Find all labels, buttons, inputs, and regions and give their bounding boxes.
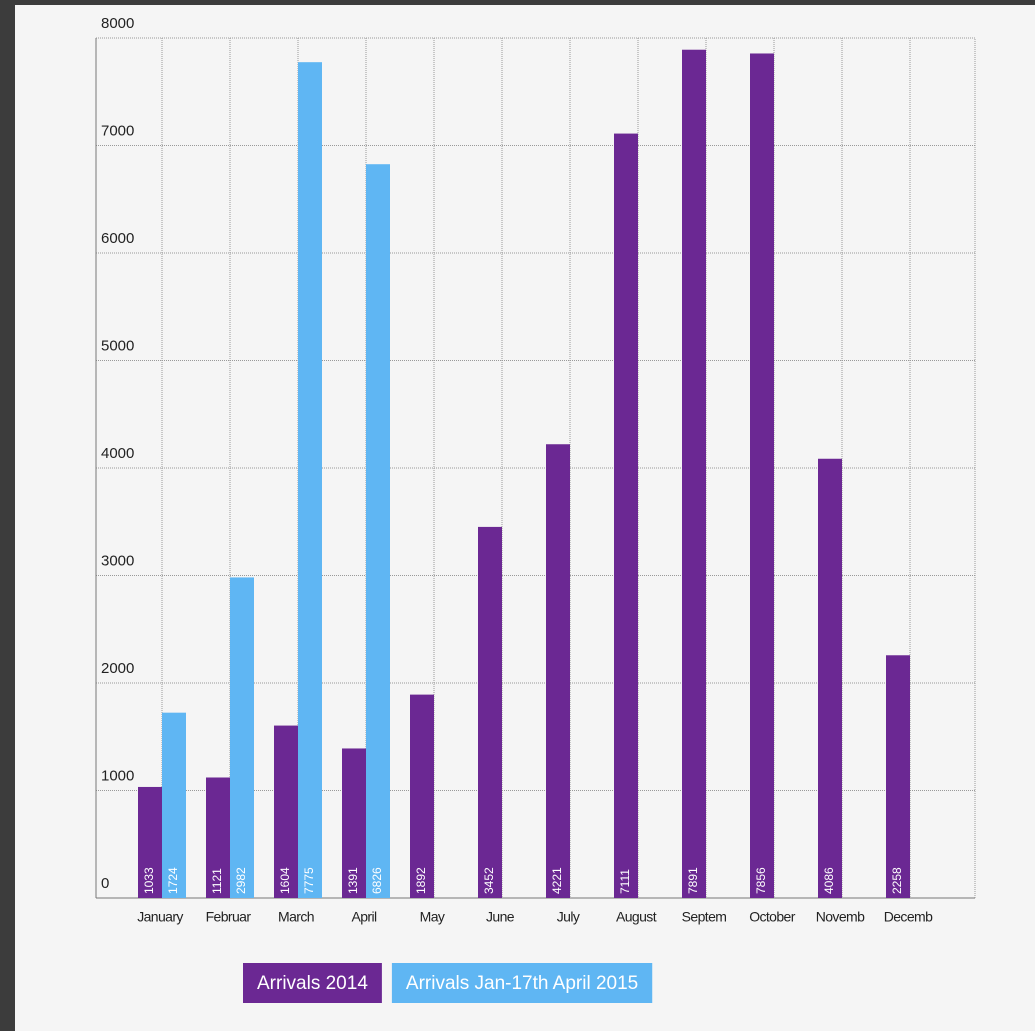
bar: [162, 712, 186, 898]
legend-label: Arrivals Jan-17th April 2015: [406, 973, 638, 994]
x-tick-label: June: [486, 909, 515, 925]
legend-label: Arrivals 2014: [257, 973, 368, 994]
bar: [818, 458, 842, 898]
x-tick-label: Novemb: [816, 909, 865, 925]
x-tick-label: March: [278, 909, 314, 925]
value-label: 2982: [234, 867, 248, 894]
x-tick-label: July: [557, 909, 580, 925]
bar: [478, 526, 502, 898]
bar: [546, 444, 570, 898]
y-tick-label: 8000: [101, 15, 134, 32]
value-label: 4221: [550, 867, 564, 894]
y-tick-label: 4000: [101, 445, 134, 462]
legend: Arrivals 2014 Arrivals Jan-17th April 201…: [243, 963, 653, 1003]
bar: [230, 577, 254, 898]
legend-swatch: [391, 963, 653, 1003]
x-tick-label: October: [749, 909, 796, 925]
labels: 0 1000 2000 3000 4000 5000 6000 7000 8000 January…: [101, 15, 934, 925]
x-tick-label: August: [616, 909, 657, 925]
value-label: 1892: [414, 867, 428, 894]
bar: [274, 725, 298, 898]
value-label: 4086: [822, 867, 836, 894]
y-tick-label: 0: [101, 875, 109, 892]
value-label: 1604: [278, 867, 292, 894]
value-label: 3452: [482, 867, 496, 894]
value-label: 2258: [890, 867, 904, 894]
value-label: 1391: [346, 867, 360, 894]
y-tick-label: 2000: [101, 660, 134, 677]
y-tick-label: 5000: [101, 337, 134, 354]
bar: [886, 655, 910, 898]
y-tick-label: 1000: [101, 767, 134, 784]
bar: [342, 748, 366, 898]
value-label: 7111: [618, 869, 632, 894]
bar: [410, 694, 434, 898]
bar: [298, 62, 322, 898]
value-label: 1121: [210, 868, 224, 894]
value-label: 7856: [754, 867, 768, 894]
value-label: 1033: [142, 867, 156, 894]
legend-swatch: [243, 963, 382, 1003]
bar: [750, 53, 774, 899]
value-label: 7775: [302, 867, 316, 894]
bar: [366, 164, 390, 898]
y-tick-label: 7000: [101, 122, 134, 139]
bar: [206, 777, 230, 898]
bar: [614, 133, 638, 898]
value-label: 1724: [166, 867, 180, 894]
x-tick-label: Februar: [206, 909, 252, 925]
x-tick-label: Decemb: [884, 909, 933, 925]
y-tick-label: 6000: [101, 230, 134, 247]
bar: [138, 786, 162, 898]
x-tick-label: January: [137, 909, 183, 925]
bars: [138, 49, 910, 899]
x-tick-label: April: [351, 909, 376, 925]
x-tick-label: Septem: [682, 909, 727, 925]
y-tick-label: 3000: [101, 552, 134, 569]
x-tick-label: May: [420, 909, 445, 925]
value-label: 6826: [370, 867, 384, 894]
value-label: 7891: [686, 867, 700, 894]
bar: [682, 49, 706, 898]
